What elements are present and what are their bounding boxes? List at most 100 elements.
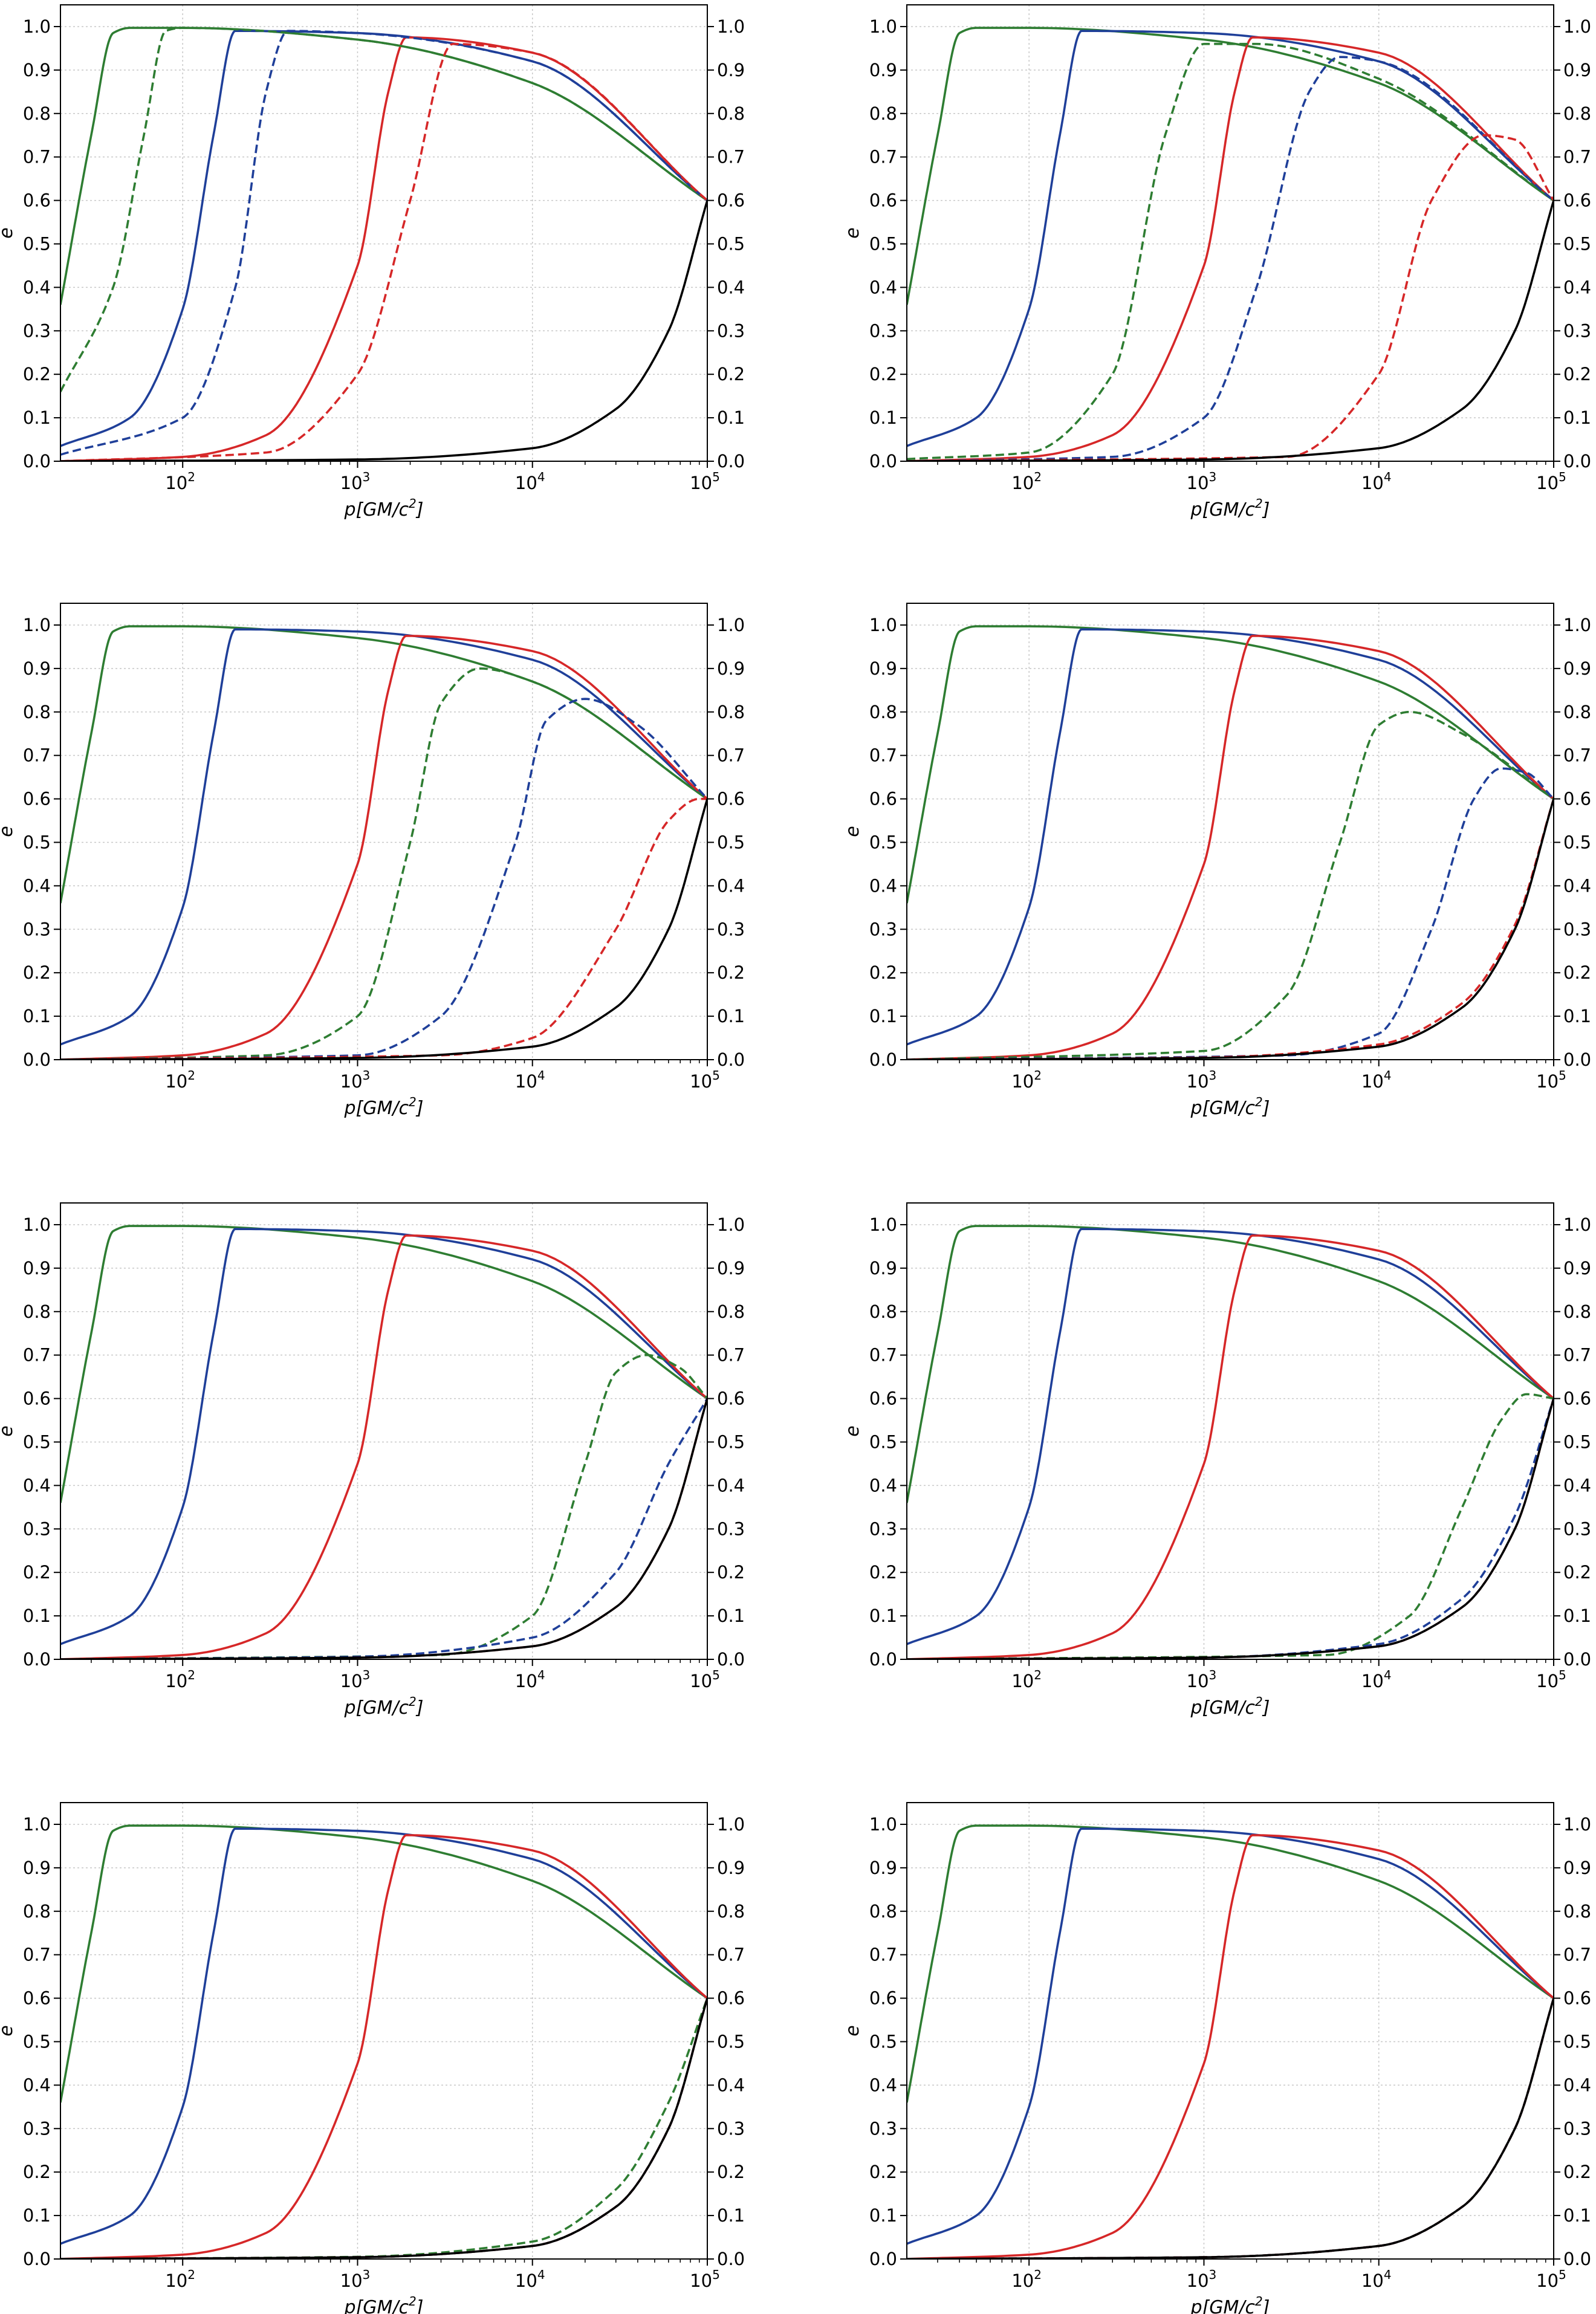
y-tick-label-right: 0.9 (1563, 1858, 1591, 1878)
series-line-red-dashed (907, 134, 1554, 461)
plot-frame (60, 4, 708, 462)
series-group (60, 1824, 707, 2259)
y-tick-label-left: 0.4 (23, 1475, 51, 1496)
x-tick-label: 104 (1361, 2267, 1392, 2291)
y-tick-label-right: 0.2 (1563, 364, 1591, 384)
y-tick-label-left: 1.0 (23, 16, 51, 37)
y-tick-label-right: 0.8 (717, 702, 745, 722)
y-tick-label-right: 0.5 (717, 233, 745, 254)
series-line-blue-solid (907, 30, 1554, 447)
y-tick-label-right: 0.3 (1563, 320, 1591, 341)
x-tick-label: 103 (340, 470, 371, 493)
x-tick-label: 102 (1011, 470, 1042, 493)
x-tick-label: 105 (690, 1668, 720, 1691)
y-tick-label-left: 0.3 (23, 919, 51, 939)
x-tick-label: 103 (1187, 470, 1217, 493)
y-tick-label-left: 0.3 (23, 320, 51, 341)
y-tick-label-right: 0.2 (717, 962, 745, 983)
y-tick-label-left: 0.0 (869, 451, 897, 472)
y-tick-label-left: 0.5 (23, 832, 51, 852)
x-axis-label: p[GM/c2] (1190, 496, 1270, 520)
series-line-green-dashed (60, 667, 707, 1060)
y-tick-label-right: 0.9 (717, 60, 745, 80)
y-tick-label-left: 0.8 (869, 1901, 897, 1922)
y-tick-label-left: 0.0 (869, 1049, 897, 1070)
y-tick-label-left: 0.4 (23, 277, 51, 297)
y-tick-label-left: 0.5 (23, 233, 51, 254)
y-tick-label-left: 0.6 (869, 190, 897, 211)
x-tick-label: 104 (515, 470, 545, 493)
series-group (907, 1225, 1554, 1659)
series-line-blue-solid (60, 1827, 707, 2245)
series-line-blue-dashed (907, 56, 1554, 461)
series-line-black-solid (60, 200, 707, 461)
y-tick-label-left: 0.9 (23, 658, 51, 679)
y-tick-label-right: 0.0 (717, 451, 745, 472)
series-line-red-solid (60, 1234, 707, 1659)
series-line-green-solid (60, 625, 707, 904)
y-tick-label-right: 0.6 (717, 190, 745, 211)
y-tick-label-left: 1.0 (869, 1814, 897, 1835)
y-tick-label-right: 0.6 (1563, 190, 1591, 211)
y-tick-label-left: 0.5 (869, 1431, 897, 1452)
y-tick-label-right: 0.4 (717, 277, 745, 297)
y-tick-label-left: 0.3 (869, 2118, 897, 2139)
y-tick-label-left: 0.6 (869, 1389, 897, 1409)
y-tick-label-right: 0.2 (717, 364, 745, 384)
series-group (60, 27, 707, 461)
y-tick-label-right: 0.7 (717, 1945, 745, 1965)
y-tick-label-left: 0.4 (869, 277, 897, 297)
series-group (907, 625, 1554, 1060)
series-line-green-solid (907, 1824, 1554, 2103)
y-tick-label-left: 0.9 (869, 1858, 897, 1878)
y-tick-label-left: 0.4 (869, 2075, 897, 2095)
y-tick-label-right: 0.8 (1563, 1301, 1591, 1322)
x-tick-label: 103 (340, 1068, 371, 1092)
y-tick-label-right: 0.8 (717, 1301, 745, 1322)
y-tick-label-right: 0.7 (717, 1345, 745, 1366)
series-line-blue-solid (60, 1228, 707, 1645)
y-tick-label-right: 0.1 (1563, 407, 1591, 428)
y-tick-label-right: 0.5 (1563, 2031, 1591, 2052)
x-tick-label: 104 (515, 2267, 545, 2291)
y-tick-label-right: 0.3 (717, 919, 745, 939)
x-tick-label: 103 (1187, 2267, 1217, 2291)
y-tick-label-right: 0.1 (1563, 1606, 1591, 1626)
y-tick-label-left: 0.5 (869, 233, 897, 254)
y-tick-label-right: 0.3 (717, 2118, 745, 2139)
x-tick-label: 104 (1361, 1668, 1392, 1691)
series-line-black-solid (60, 799, 707, 1060)
x-tick-label: 105 (1536, 470, 1566, 493)
series-line-blue-solid (907, 1228, 1554, 1645)
y-tick-label-right: 0.4 (1563, 2075, 1591, 2095)
y-tick-label-right: 0.9 (1563, 1258, 1591, 1279)
y-tick-label-left: 0.8 (23, 1301, 51, 1322)
x-axis-label: p[GM/c2] (1190, 2294, 1270, 2314)
series-line-black-solid (907, 799, 1554, 1060)
y-tick-label-right: 0.7 (717, 745, 745, 766)
y-tick-label-right: 0.2 (1563, 2162, 1591, 2182)
series-line-green-solid (907, 625, 1554, 904)
y-tick-label-left: 0.8 (23, 103, 51, 124)
series-group (907, 1824, 1554, 2259)
x-tick-label: 105 (1536, 1668, 1566, 1691)
y-tick-label-right: 0.7 (1563, 1345, 1591, 1366)
y-tick-label-right: 0.2 (1563, 962, 1591, 983)
plot-frame (60, 1802, 708, 2260)
y-tick-label-right: 1.0 (717, 1214, 745, 1235)
y-tick-label-left: 0.2 (23, 2162, 51, 2182)
series-line-green-dashed (907, 711, 1554, 1060)
y-axis-label: e (0, 1425, 17, 1436)
y-tick-label-left: 1.0 (23, 615, 51, 635)
y-tick-label-left: 0.1 (869, 1006, 897, 1026)
y-tick-label-right: 0.2 (1563, 1562, 1591, 1583)
y-tick-label-left: 0.0 (869, 2249, 897, 2269)
series-group (907, 27, 1554, 461)
y-tick-label-right: 0.5 (1563, 1431, 1591, 1452)
y-tick-label-left: 0.3 (869, 1518, 897, 1539)
y-tick-label-right: 0.1 (717, 1006, 745, 1026)
series-group (60, 1225, 707, 1659)
y-tick-label-right: 0.0 (717, 1049, 745, 1070)
